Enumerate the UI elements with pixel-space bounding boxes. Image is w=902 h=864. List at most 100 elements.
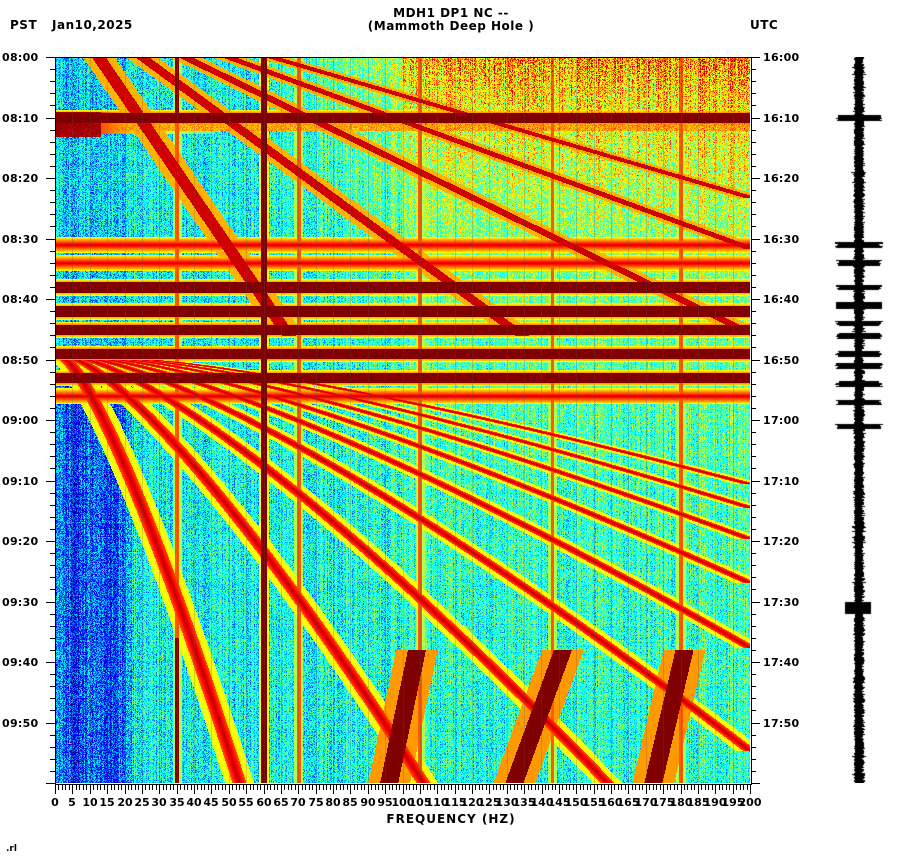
freq-tick-minor — [475, 784, 476, 790]
time-tick-major-right — [751, 299, 760, 300]
freq-tick-minor — [250, 784, 251, 790]
freq-tick-label: 70 — [290, 796, 306, 809]
freq-tick-label: 90 — [360, 796, 376, 809]
time-tick-minor-right — [751, 251, 756, 252]
time-tick-minor-left — [50, 517, 55, 518]
time-tick-minor-right — [751, 432, 756, 433]
time-label-utc: 16:00 — [763, 51, 800, 64]
freq-tick-minor — [274, 784, 275, 790]
time-tick-major-left — [46, 360, 55, 361]
time-label-pst: 09:00 — [2, 414, 39, 427]
freq-tick-major — [281, 784, 282, 794]
freq-tick-major — [611, 784, 612, 794]
date-label: Jan10,2025 — [52, 18, 133, 32]
freq-tick-minor — [312, 784, 313, 790]
freq-tick-major — [628, 784, 629, 794]
freq-tick-minor — [375, 784, 376, 790]
freq-tick-major — [542, 784, 543, 794]
freq-tick-minor — [632, 784, 633, 790]
time-tick-minor-right — [751, 698, 756, 699]
freq-tick-minor — [573, 784, 574, 790]
freq-tick-label: 165 — [616, 796, 640, 809]
freq-tick-label: 20 — [117, 796, 133, 809]
freq-tick-minor — [163, 784, 164, 790]
freq-tick-minor — [545, 784, 546, 790]
time-tick-major-right — [751, 723, 760, 724]
freq-tick-minor — [569, 784, 570, 790]
freq-tick-minor — [597, 784, 598, 790]
time-tick-minor-right — [751, 69, 756, 70]
time-tick-minor-left — [50, 456, 55, 457]
time-tick-minor-right — [751, 577, 756, 578]
time-label-utc: 16:40 — [763, 293, 800, 306]
time-tick-major-left — [46, 299, 55, 300]
freq-tick-minor — [302, 784, 303, 790]
freq-tick-minor — [493, 784, 494, 790]
freq-tick-major — [350, 784, 351, 794]
freq-tick-minor — [340, 784, 341, 790]
time-tick-minor-left — [50, 69, 55, 70]
time-tick-minor-right — [751, 686, 756, 687]
freq-tick-minor — [590, 784, 591, 790]
freq-tick-minor — [621, 784, 622, 790]
time-label-utc: 17:50 — [763, 717, 800, 730]
freq-tick-minor — [719, 784, 720, 790]
freq-tick-minor — [701, 784, 702, 790]
time-tick-minor-right — [751, 626, 756, 627]
freq-tick-major — [455, 784, 456, 794]
time-label-pst: 08:50 — [2, 354, 39, 367]
spectrogram-plot[interactable] — [55, 57, 750, 783]
freq-tick-label: 15 — [99, 796, 115, 809]
freq-tick-minor — [482, 784, 483, 790]
freq-tick-minor — [270, 784, 271, 790]
freq-tick-minor — [566, 784, 567, 790]
freq-tick-label: 50 — [221, 796, 237, 809]
freq-tick-label: 35 — [169, 796, 185, 809]
freq-tick-minor — [288, 784, 289, 790]
time-tick-minor-left — [50, 529, 55, 530]
freq-tick-minor — [65, 784, 66, 790]
time-tick-major-left — [46, 481, 55, 482]
time-tick-minor-left — [50, 650, 55, 651]
freq-tick-minor — [535, 784, 536, 790]
freq-tick-minor — [726, 784, 727, 790]
time-tick-major-right — [751, 360, 760, 361]
freq-tick-minor — [347, 784, 348, 790]
time-tick-major-left — [46, 420, 55, 421]
freq-tick-minor — [642, 784, 643, 790]
freq-tick-minor — [538, 784, 539, 790]
time-tick-major-left — [46, 239, 55, 240]
freq-tick-minor — [128, 784, 129, 790]
freq-tick-minor — [121, 784, 122, 790]
x-axis-title: FREQUENCY (HZ) — [386, 812, 516, 826]
freq-tick-minor — [448, 784, 449, 790]
freq-tick-minor — [580, 784, 581, 790]
freq-tick-major — [142, 784, 143, 794]
time-tick-minor-left — [50, 384, 55, 385]
time-tick-minor-right — [751, 747, 756, 748]
time-tick-minor-left — [50, 190, 55, 191]
freq-tick-minor — [677, 784, 678, 790]
freq-tick-minor — [740, 784, 741, 790]
time-tick-minor-left — [50, 202, 55, 203]
seismogram-panel[interactable] — [815, 57, 902, 783]
freq-tick-minor — [708, 784, 709, 790]
time-label-pst: 08:10 — [2, 112, 39, 125]
freq-tick-major — [472, 784, 473, 794]
time-tick-minor-left — [50, 686, 55, 687]
timezone-label-left: PST — [10, 18, 38, 32]
time-tick-minor-left — [50, 396, 55, 397]
freq-tick-minor — [232, 784, 233, 790]
time-label-utc: 17:40 — [763, 656, 800, 669]
freq-tick-minor — [444, 784, 445, 790]
freq-tick-minor — [97, 784, 98, 790]
freq-tick-major — [333, 784, 334, 794]
freq-tick-major — [385, 784, 386, 794]
freq-tick-minor — [736, 784, 737, 790]
time-tick-minor-right — [751, 638, 756, 639]
freq-tick-label: 100 — [391, 796, 415, 809]
freq-tick-major — [524, 784, 525, 794]
freq-tick-label: 190 — [703, 796, 727, 809]
freq-tick-label: 85 — [342, 796, 358, 809]
freq-tick-minor — [305, 784, 306, 790]
